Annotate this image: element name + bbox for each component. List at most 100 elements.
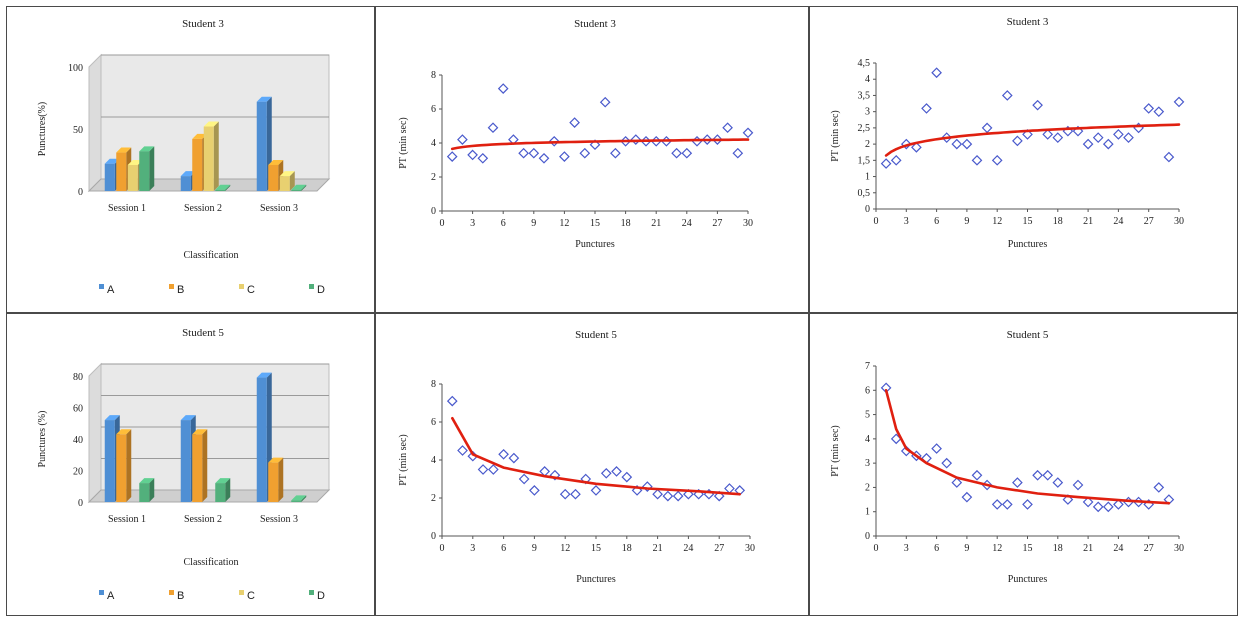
x-tick-label: 0 <box>874 216 879 227</box>
data-point <box>641 481 653 492</box>
x-tick-label: 21 <box>1083 543 1093 554</box>
y-tick-label: 100 <box>68 63 83 74</box>
y-axis-label: Punctures (%) <box>37 411 48 468</box>
data-point <box>529 485 540 496</box>
panel-student3-scatter-a: Student 3 0 2 4 6 8 0 3 6 9 12 15 18 21 24 27 30 Puncture… <box>375 6 809 313</box>
y-tick-label: 7 <box>865 361 870 372</box>
data-point <box>900 138 912 150</box>
bar-A-2-top <box>256 96 272 102</box>
data-point <box>991 499 1003 510</box>
chart-title: Student 3 <box>182 18 224 30</box>
y-tick-label: 3,5 <box>858 90 871 101</box>
data-point <box>570 488 581 500</box>
x-tick-label: 15 <box>590 218 600 229</box>
bar-D-0-top <box>139 146 155 152</box>
x-category-label: Session 1 <box>108 514 146 525</box>
x-tick-label: 18 <box>1053 216 1063 227</box>
data-point <box>467 149 478 161</box>
y-tick-label: 4 <box>431 455 436 466</box>
x-axis-label: Punctures <box>1008 239 1048 250</box>
x-tick-label: 9 <box>532 543 537 554</box>
legend-label-B: B <box>177 284 184 296</box>
data-point <box>518 147 529 159</box>
y-tick-label: 1 <box>865 172 870 183</box>
x-axis-label: Classification <box>184 250 239 261</box>
data-point <box>1042 469 1054 481</box>
x-category-label: Session 3 <box>260 514 298 525</box>
x-axis-label: Punctures <box>576 574 616 585</box>
data-point <box>498 448 509 460</box>
y-tick-label: 4 <box>431 138 436 149</box>
chart-side-wall <box>88 53 102 193</box>
data-point <box>1153 106 1165 118</box>
legend-swatch-A <box>99 590 104 595</box>
y-axis-label: Punctures(%) <box>37 102 48 156</box>
data-point <box>457 134 468 145</box>
data-point <box>951 138 963 150</box>
x-tick-label: 0 <box>874 543 879 554</box>
legend-swatch-D <box>309 590 314 595</box>
y-tick-label: 1 <box>865 507 870 518</box>
bar-A-2 <box>256 377 267 502</box>
legend-label-D: D <box>317 590 325 602</box>
bar-C-2-top <box>279 171 295 177</box>
data-point <box>1092 501 1104 513</box>
chart-title: Student 5 <box>182 327 224 339</box>
data-point <box>497 83 509 94</box>
data-point <box>652 488 663 500</box>
x-tick-label: 3 <box>904 216 909 227</box>
legend-label-A: A <box>107 284 115 296</box>
data-point <box>1052 132 1064 143</box>
legend-label-A: A <box>107 590 115 602</box>
bar-A-1-top <box>180 415 196 421</box>
y-tick-label: 50 <box>73 125 83 136</box>
panel-student3-scatter-b: Student 3 0 0,5 1 1,5 2 2,5 3 3,5 4 4,5 0 3 6 9 12 15 18 2… <box>809 6 1238 313</box>
data-point <box>1102 138 1114 150</box>
data-point <box>941 132 953 143</box>
data-point <box>1022 129 1033 140</box>
bar-D-2-side <box>301 184 307 191</box>
bar-A-1 <box>180 420 191 502</box>
y-tick-label: 0,5 <box>858 188 871 199</box>
data-point <box>1062 494 1074 505</box>
data-point <box>961 491 973 503</box>
y-tick-label: 2,5 <box>858 123 871 134</box>
x-tick-label: 18 <box>622 543 632 554</box>
chart-title: Student 3 <box>574 18 616 30</box>
legend-swatch-A <box>99 284 104 289</box>
chart-title: Student 5 <box>575 329 617 341</box>
x-tick-label: 24 <box>1113 543 1123 554</box>
data-point <box>1092 132 1104 143</box>
x-tick-label: 24 <box>682 218 692 229</box>
y-tick-label: 3 <box>865 458 870 469</box>
data-point <box>672 490 684 502</box>
y-tick-label: 2 <box>865 482 870 493</box>
x-tick-label: 0 <box>440 218 445 229</box>
data-point <box>1102 501 1114 513</box>
x-tick-label: 15 <box>591 543 601 554</box>
y-tick-label: 0 <box>431 206 436 217</box>
x-tick-label: 9 <box>964 216 969 227</box>
x-tick-label: 30 <box>1174 543 1184 554</box>
y-tick-label: 20 <box>73 467 83 478</box>
data-point <box>477 464 489 475</box>
bar-D-0-side <box>149 146 155 191</box>
data-point <box>671 147 682 159</box>
x-category-label: Session 2 <box>184 203 222 214</box>
data-point <box>457 445 468 456</box>
x-tick-label: 24 <box>1113 216 1123 227</box>
legend-label-D: D <box>317 284 325 296</box>
data-point <box>1173 96 1185 108</box>
y-tick-label: 2 <box>431 172 436 183</box>
bar-D-0 <box>139 483 150 502</box>
bar-B-2 <box>268 164 279 191</box>
y-axis-label: PT (min sec) <box>830 110 841 161</box>
data-point <box>931 443 942 454</box>
x-tick-label: 30 <box>1174 216 1184 227</box>
data-point <box>508 452 520 464</box>
data-point <box>742 127 754 139</box>
x-tick-label: 9 <box>964 543 969 554</box>
